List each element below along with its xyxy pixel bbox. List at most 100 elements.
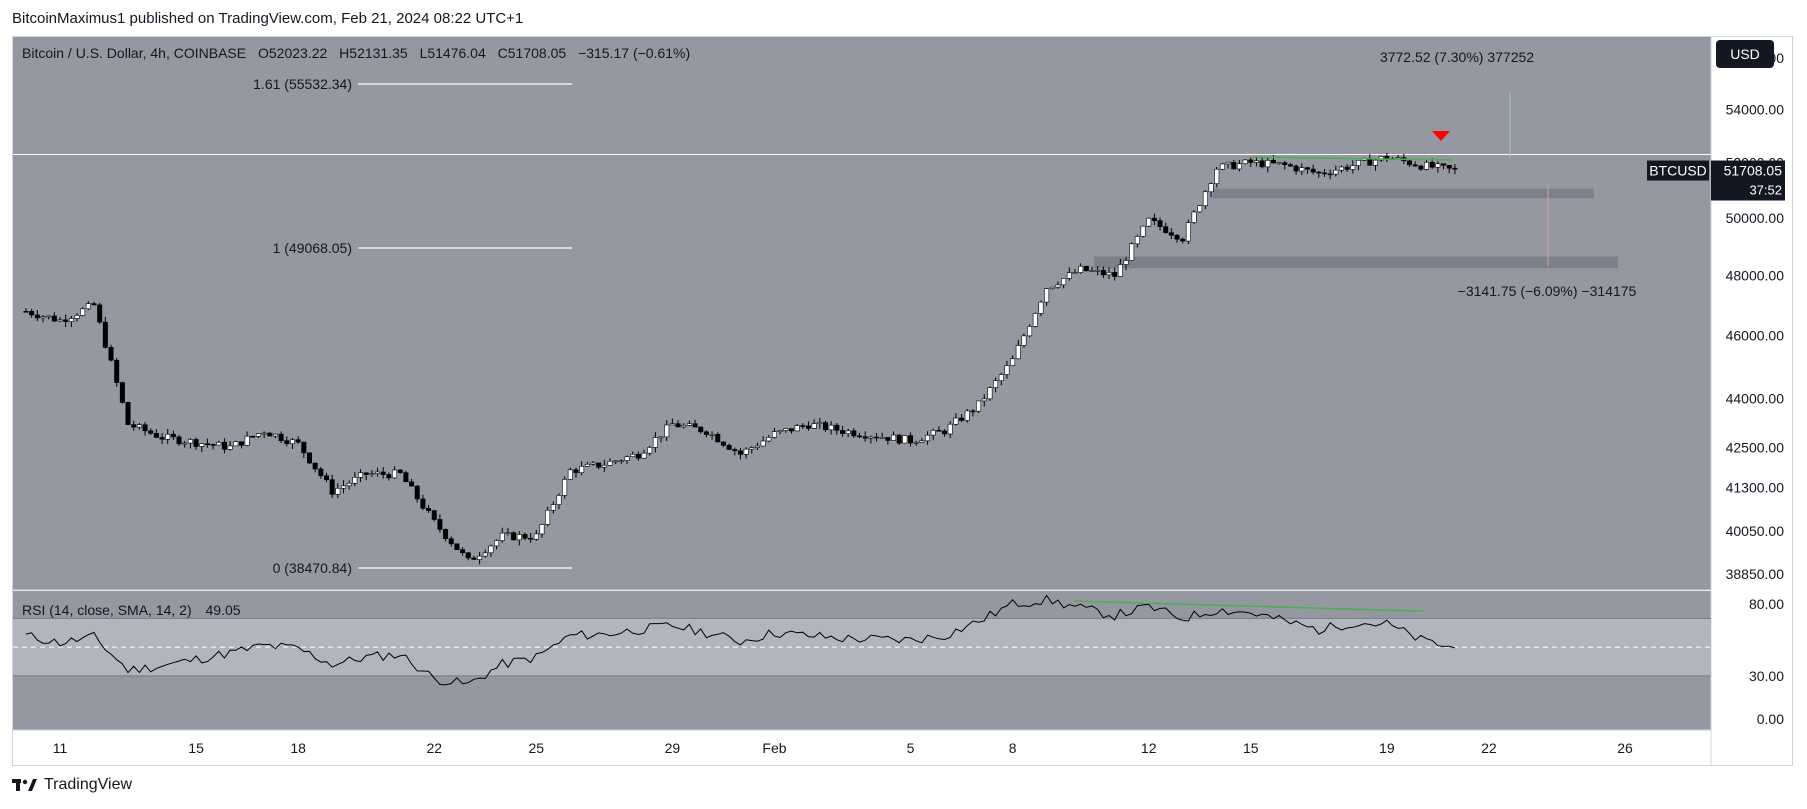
currency-button[interactable]: USD [1716,40,1774,68]
candle-body [380,471,386,475]
candle-body [51,315,57,322]
candle-body [306,452,312,464]
candle-body [431,510,437,520]
candle-body [511,532,517,541]
time-axis-label: 11 [53,740,68,756]
candle-body [579,466,585,473]
candle-body [119,382,125,403]
candle-body [363,472,369,475]
price-tag-symbol-box [1647,160,1709,181]
candle-body [596,462,602,468]
candle-body [267,432,273,437]
candle-body [403,472,409,483]
candle-body [1293,165,1299,172]
candle-body [879,437,885,439]
candle-body [187,439,193,444]
candle-body [1112,272,1118,277]
candle-body [1038,301,1044,314]
candle-body [1100,269,1106,276]
candle-body [1373,159,1379,166]
candle-body [352,477,358,484]
candle-body [573,469,579,473]
candle-body [857,435,863,438]
candle-body [1350,165,1356,170]
candle-body [998,374,1004,381]
candle-body [686,423,692,426]
candle-body [301,441,307,454]
candle-body [788,428,794,432]
candle-body [23,310,29,313]
time-axis-label: 18 [290,740,306,756]
candle-body [460,549,466,554]
candle-body [386,474,392,479]
candle-body [1270,160,1276,164]
candle-body [1129,243,1135,261]
tradingview-brand[interactable]: TradingView [12,776,132,794]
candle-body [618,460,624,462]
candle-body [925,434,931,442]
candle-body [1163,226,1169,233]
candle-body [448,538,454,545]
time-axis-label: 22 [426,740,442,756]
time-axis-label: 12 [1141,740,1157,756]
candle-body [165,433,171,440]
candle-body [692,423,698,428]
candle-body [1355,159,1361,166]
candle-body [1327,173,1333,176]
candle-body [539,524,545,535]
candle-body [811,423,817,429]
candle-body [987,387,993,400]
measure-down-label: −3141.75 (−6.09%) −314175 [1458,283,1637,299]
rsi-label: RSI (14, close, SMA, 14, 2) [22,602,192,618]
candle-body [1242,159,1248,165]
candle-body [312,462,318,470]
fib-level-label: 1 (49068.05) [273,240,352,256]
time-axis-label: 26 [1617,740,1633,756]
price-pane-background [13,37,1711,590]
candle-body [284,440,290,445]
candle-body [805,425,811,429]
candle-body [1066,272,1072,279]
candle-body [233,441,239,447]
candle-body [261,432,267,435]
candle-body [698,426,704,433]
price-tag-value: 51708.05 [1724,163,1783,179]
candle-body [142,424,148,432]
candle-body [1055,284,1061,288]
candle-body [720,441,726,446]
candle-body [1117,264,1123,277]
candle-body [1140,225,1146,237]
candle-body [221,441,227,450]
candle-body [1197,205,1203,213]
candle-body [68,318,74,322]
candle-body [1236,163,1242,170]
ohlc-close: C51708.05 [497,45,567,61]
candle-body [652,437,658,448]
price-axis-label: 50000.00 [1726,210,1785,226]
candle-body [777,430,783,432]
candle-body [1333,169,1339,175]
candle-body [426,508,432,511]
candle-body [91,303,97,306]
candle-body [908,435,914,444]
time-axis-label: 15 [1243,740,1259,756]
candle-body [102,321,108,348]
candle-body [1015,345,1021,360]
time-axis-label: 8 [1009,740,1017,756]
candle-body [1083,265,1089,272]
candle-body [437,519,443,530]
time-axis-label: 22 [1481,740,1497,756]
candle-body [153,433,159,438]
candle-body [199,443,205,447]
candle-body [964,410,970,421]
candle-body [335,487,341,495]
candle-body [822,422,828,431]
price-axis-label: 54000.00 [1726,101,1785,117]
time-axis-label: 5 [907,740,915,756]
candle-body [1123,260,1129,265]
candle-body [681,424,687,428]
candle-body [800,425,806,427]
candle-body [1208,183,1214,193]
candle-body [114,359,120,383]
